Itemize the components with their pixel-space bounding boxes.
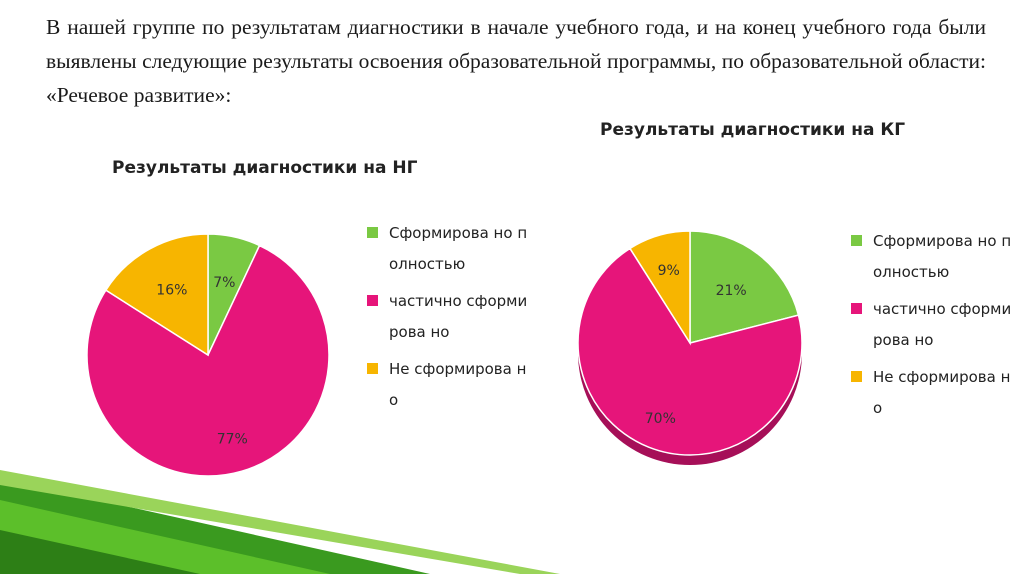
legend-label: частично сформирова но [389, 292, 528, 341]
chart-title-kg: Результаты диагностики на КГ [600, 120, 906, 140]
slice-partial [86, 244, 330, 477]
data-label-not-formed: 9% [658, 263, 680, 279]
data-label-partial: 77% [217, 432, 248, 448]
legend-swatch-magenta [851, 303, 862, 314]
intro-paragraph: В нашей группе по результатам диагностик… [46, 15, 986, 107]
slice-formed [689, 230, 800, 344]
pie-chart-ng: 7% 77% 16% [86, 233, 330, 477]
legend-item-formed: Сформирова но полностью [851, 226, 1011, 288]
data-label-not-formed: 16% [156, 282, 187, 298]
legend-swatch-orange [851, 371, 862, 382]
legend-swatch-green [851, 235, 862, 246]
data-label-formed: 21% [716, 283, 747, 299]
legend-swatch-magenta [367, 295, 378, 306]
slice-not-formed [104, 233, 209, 357]
legend-swatch-green [367, 227, 378, 238]
legend-item-not-formed: Не сформирова но [851, 362, 1011, 424]
legend-label: Сформирова но полностью [389, 224, 528, 273]
data-label-formed: 7% [213, 275, 235, 291]
legend-label: Не сформирова но [389, 360, 527, 409]
legend-label: Сформирова но полностью [873, 232, 1012, 281]
slice-partial [577, 247, 803, 456]
slice-not-formed [628, 230, 691, 346]
data-label-partial: 70% [645, 411, 676, 427]
legend-kg: Сформирова но полностью частично сформир… [851, 226, 1011, 430]
legend-item-partial: частично сформирова но [851, 294, 1011, 356]
chart-title-ng: Результаты диагностики на НГ [112, 158, 418, 178]
legend-ng: Сформирова но полностью частично сформир… [367, 218, 527, 422]
legend-item-partial: частично сформирова но [367, 286, 527, 348]
pie-chart-kg: 21% 70% 9% [577, 230, 803, 465]
legend-item-not-formed: Не сформирова но [367, 354, 527, 416]
legend-label: частично сформирова но [873, 300, 1012, 349]
legend-label: Не сформирова но [873, 368, 1011, 417]
legend-item-formed: Сформирова но полностью [367, 218, 527, 280]
legend-swatch-orange [367, 363, 378, 374]
